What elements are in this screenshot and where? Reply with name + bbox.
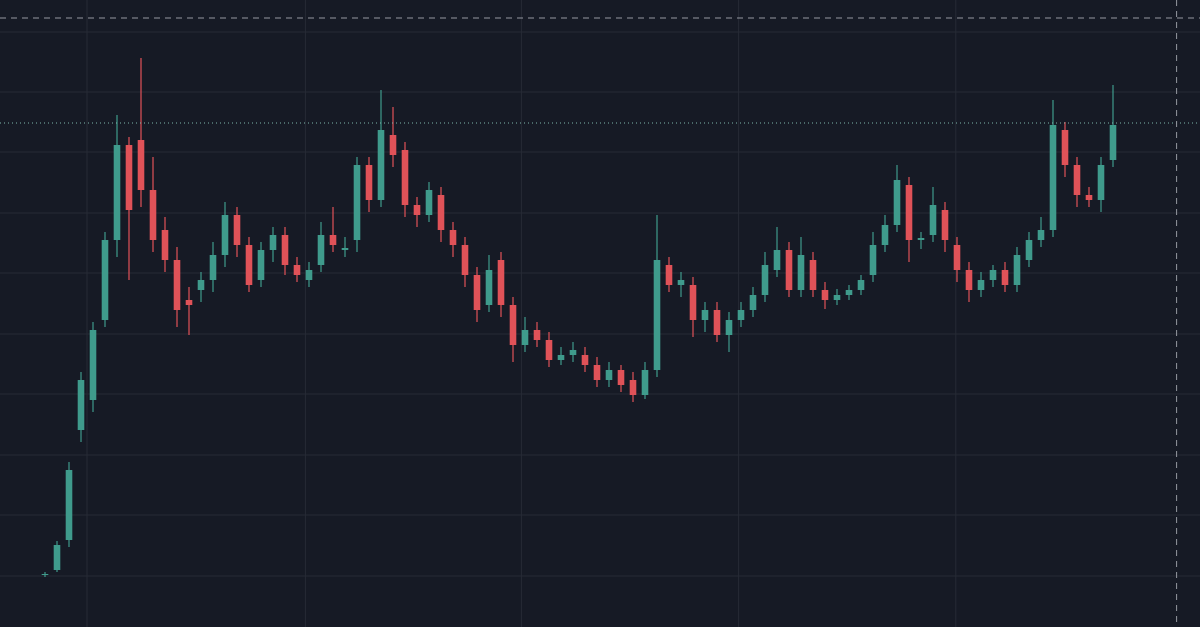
candle-body [545,340,553,360]
candle-body [41,574,49,575]
candle-body [869,245,877,275]
candle-body [329,235,337,245]
candle-body [245,245,253,285]
candle-body [497,260,505,305]
candle-body [377,130,385,200]
candle-body [1049,125,1057,230]
candle-body [893,180,901,225]
candle-body [929,205,937,235]
candle-body [677,280,685,285]
candle-body [473,275,481,310]
candle-body [821,290,829,300]
candle-body [413,205,421,215]
candle-body [941,210,949,240]
candle-body [1013,255,1021,285]
candle-body [173,260,181,310]
candle-body [1025,240,1033,260]
candle-body [641,370,649,395]
candle-body [1037,230,1045,240]
candle-body [401,150,409,205]
candle-body [449,230,457,245]
candle-body [977,280,985,290]
candle-body [785,250,793,290]
candle-body [557,355,565,360]
candle-body [653,260,661,370]
candle-body [749,295,757,310]
candle-body [617,370,625,385]
candle-body [881,225,889,245]
candle-body [437,195,445,230]
candle-body [293,265,301,275]
candle-body [521,330,529,345]
candle-body [197,280,205,290]
candle-body [233,215,241,245]
candle-body [953,245,961,270]
candle-body [257,250,265,280]
candle-body [77,380,85,430]
candle-body [905,185,913,240]
candle-body [1109,125,1117,160]
candle-body [569,350,577,355]
candle-body [65,470,73,540]
candle-body [701,310,709,320]
candle-body [113,145,121,240]
candle-body [761,265,769,295]
candle-body [53,545,61,570]
candle-body [365,165,373,200]
candle-body [857,280,865,290]
candle-body [1073,165,1081,195]
candle-body [509,305,517,345]
candle-body [353,165,361,240]
candle-body [989,270,997,280]
candle-body [281,235,289,265]
candle-body [725,320,733,335]
candle-body [605,370,613,380]
candle-body [845,290,853,295]
candle-body [713,310,721,335]
candle-body [1097,165,1105,200]
candle-body [125,145,133,210]
candle-body [797,255,805,290]
candle-body [629,380,637,395]
candle-body [389,135,397,155]
candle-body [269,235,277,250]
candle-body [161,230,169,260]
candle-body [149,190,157,240]
candle-body [737,310,745,320]
candle-body [305,270,313,280]
candle-body [665,265,673,285]
candle-body [89,330,97,400]
candle-body [689,285,697,320]
candle-body [425,190,433,215]
candle-body [533,330,541,340]
candle-body [209,255,217,280]
candle-body [1001,270,1009,285]
candle-body [317,235,325,265]
candle-body [581,355,589,365]
candle-body [485,270,493,305]
candle-body [593,365,601,380]
candle-body [341,248,349,250]
candle-body [833,295,841,300]
candle-body [773,250,781,270]
candle-body [809,260,817,290]
candle-body [101,240,109,320]
candle-body [137,140,145,190]
candle-body [1085,195,1093,200]
candle-body [221,215,229,255]
candle-body [1061,130,1069,165]
candle-body [965,270,973,290]
candle-body [185,300,193,305]
candle-body [917,238,925,240]
candle-body [461,245,469,275]
